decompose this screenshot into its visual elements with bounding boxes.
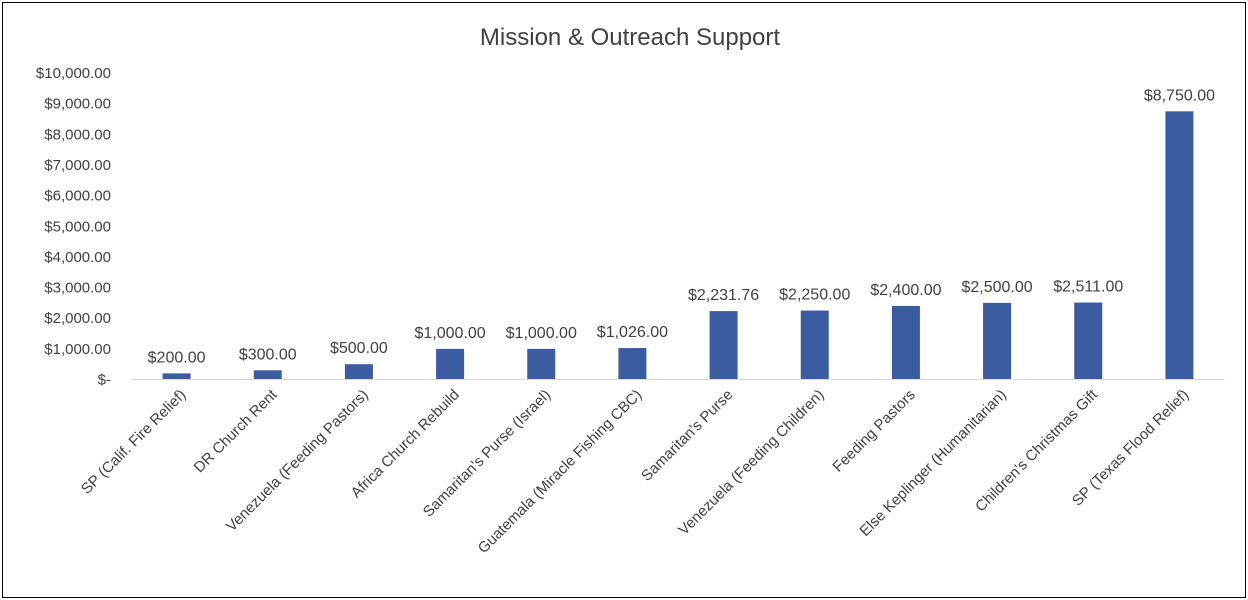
y-tick-label: $8,000.00	[44, 126, 111, 143]
data-label: $1,026.00	[597, 324, 668, 341]
x-tick-label: DR Church Rent	[191, 386, 281, 476]
bar	[344, 364, 373, 380]
y-tick-label: $6,000.00	[44, 188, 111, 205]
x-tick-label: Feeding Pastors	[829, 386, 918, 475]
y-tick-label: $9,000.00	[44, 96, 111, 113]
bar	[618, 348, 647, 380]
data-label: $2,231.76	[688, 287, 759, 304]
x-tick-label: Else Keplinger (Humanitarian)	[856, 386, 1010, 540]
chart-title: Mission & Outreach Support	[480, 24, 780, 51]
data-label: $200.00	[148, 349, 206, 366]
bar	[436, 348, 465, 380]
x-tick-label: SP (Calif. Fire Relief)	[78, 386, 189, 497]
y-tick-label: $10,000.00	[36, 65, 111, 82]
data-label: $2,400.00	[870, 282, 941, 299]
y-tick-label: $-	[98, 372, 111, 389]
bar	[253, 370, 282, 380]
data-label: $2,511.00	[1053, 279, 1123, 296]
data-label: $500.00	[330, 340, 388, 357]
bar	[709, 311, 738, 380]
y-tick-label: $5,000.00	[44, 218, 111, 235]
data-label: $2,500.00	[961, 279, 1032, 296]
bar	[891, 305, 920, 380]
data-labels: $200.00 $300.00 $500.00 $1,000.00 $1,000.00 $…	[148, 87, 1215, 366]
data-label: $2,250.00	[779, 287, 850, 304]
x-tick-label: Venezuela (Feeding Children)	[675, 386, 827, 538]
y-tick-label: $4,000.00	[44, 249, 111, 266]
bar	[983, 302, 1012, 380]
y-tick-label: $2,000.00	[44, 310, 111, 327]
bar-series	[162, 111, 1194, 380]
y-axis: $- $1,000.00 $2,000.00 $3,000.00 $4,000.00 $5…	[36, 65, 111, 389]
y-tick-label: $7,000.00	[44, 157, 111, 174]
x-tick-label: Guatemala (Miracle Fishing CBC)	[475, 386, 646, 557]
x-axis: SP (Calif. Fire Relief) DR Church Rent Ven…	[78, 379, 1225, 557]
y-tick-label: $1,000.00	[44, 341, 111, 358]
data-label: $1,000.00	[414, 325, 485, 342]
bar	[800, 310, 829, 380]
x-tick-label: Samaritan's Purse	[638, 386, 736, 484]
data-label: $300.00	[239, 346, 297, 363]
bar	[1074, 302, 1103, 380]
bar-chart: Mission & Outreach Support $-$1,000.00$2…	[36, 24, 1225, 557]
data-label: $8,750.00	[1144, 87, 1215, 104]
y-tick-label: $3,000.00	[44, 280, 111, 297]
bar	[527, 348, 556, 380]
data-label: $1,000.00	[506, 325, 577, 342]
bar	[162, 373, 191, 380]
bar	[1165, 111, 1194, 380]
